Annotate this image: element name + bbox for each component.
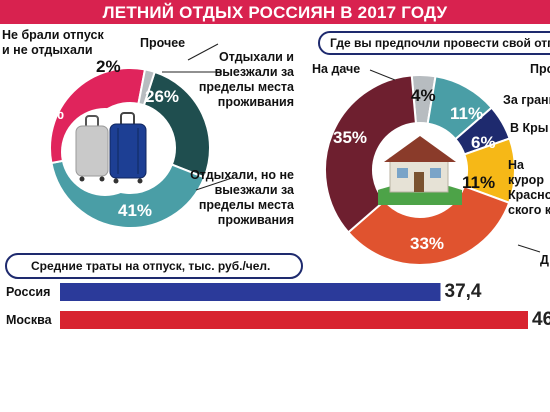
places-slice-4 [346, 184, 511, 266]
legend-abroad: За грани [503, 93, 550, 107]
bar-label-russia: Россия [6, 285, 51, 299]
status-slice-3 [137, 68, 156, 107]
places-slice-5 [324, 74, 417, 234]
legend-other: Прочее [140, 36, 186, 50]
pct-crimea: 6% [471, 133, 496, 152]
title-banner: ЛЕТНИЙ ОТДЫХ РОССИЯН В 2017 ГОДУ [0, 0, 550, 24]
bar-value-russia: 37,4 [444, 281, 482, 302]
house-icon [376, 126, 464, 214]
legend-other-places: Про [530, 62, 550, 76]
suitcase-icon [61, 108, 149, 196]
bar-chart-spending [60, 283, 528, 329]
pct-stayed: 41% [118, 201, 153, 220]
leader-line-stayed [195, 177, 233, 191]
pct-abroad: 11% [450, 104, 484, 123]
places-question-header: Где вы предпочли провести свой отпуск? [318, 31, 550, 55]
leader-line-other [187, 43, 219, 61]
pct-traveled: 26% [145, 87, 180, 106]
pct-other: 2% [96, 57, 121, 76]
legend-krasnodar: На курор Краснод ского к [508, 158, 550, 217]
legend-stayed: Отдыхали, но не выезжали за пределы мест… [190, 168, 294, 227]
pct-d: 33% [410, 234, 445, 253]
pie-chart-vacation-places [324, 74, 516, 266]
pct-other-places: 4% [411, 86, 436, 105]
leader-line-d [517, 244, 541, 253]
legend-dacha: На даче [312, 62, 361, 76]
legend-d: Д [540, 253, 549, 267]
pct-krasnodar: 11% [462, 173, 496, 192]
leader-line-dacha [369, 69, 396, 81]
bar-label-moscow: Москва [6, 313, 52, 327]
bar-value-moscow: 46 [532, 309, 550, 330]
page-title: ЛЕТНИЙ ОТДЫХ РОССИЯН В 2017 ГОДУ [102, 3, 448, 22]
bar-russia [60, 283, 441, 301]
legend-no-vacation: Не брали отпуск и не отдыхали [2, 28, 104, 57]
pct-dacha: 35% [333, 128, 368, 147]
leader-lines [162, 43, 541, 253]
pct-no-vacation: 31% [30, 104, 65, 123]
legend-crimea: В Кры [510, 121, 549, 135]
bar-moscow [60, 311, 528, 329]
spending-header: Средние траты на отпуск, тыс. руб./чел. [5, 253, 303, 279]
legend-traveled: Отдыхали и выезжали за пределы места про… [198, 50, 294, 109]
